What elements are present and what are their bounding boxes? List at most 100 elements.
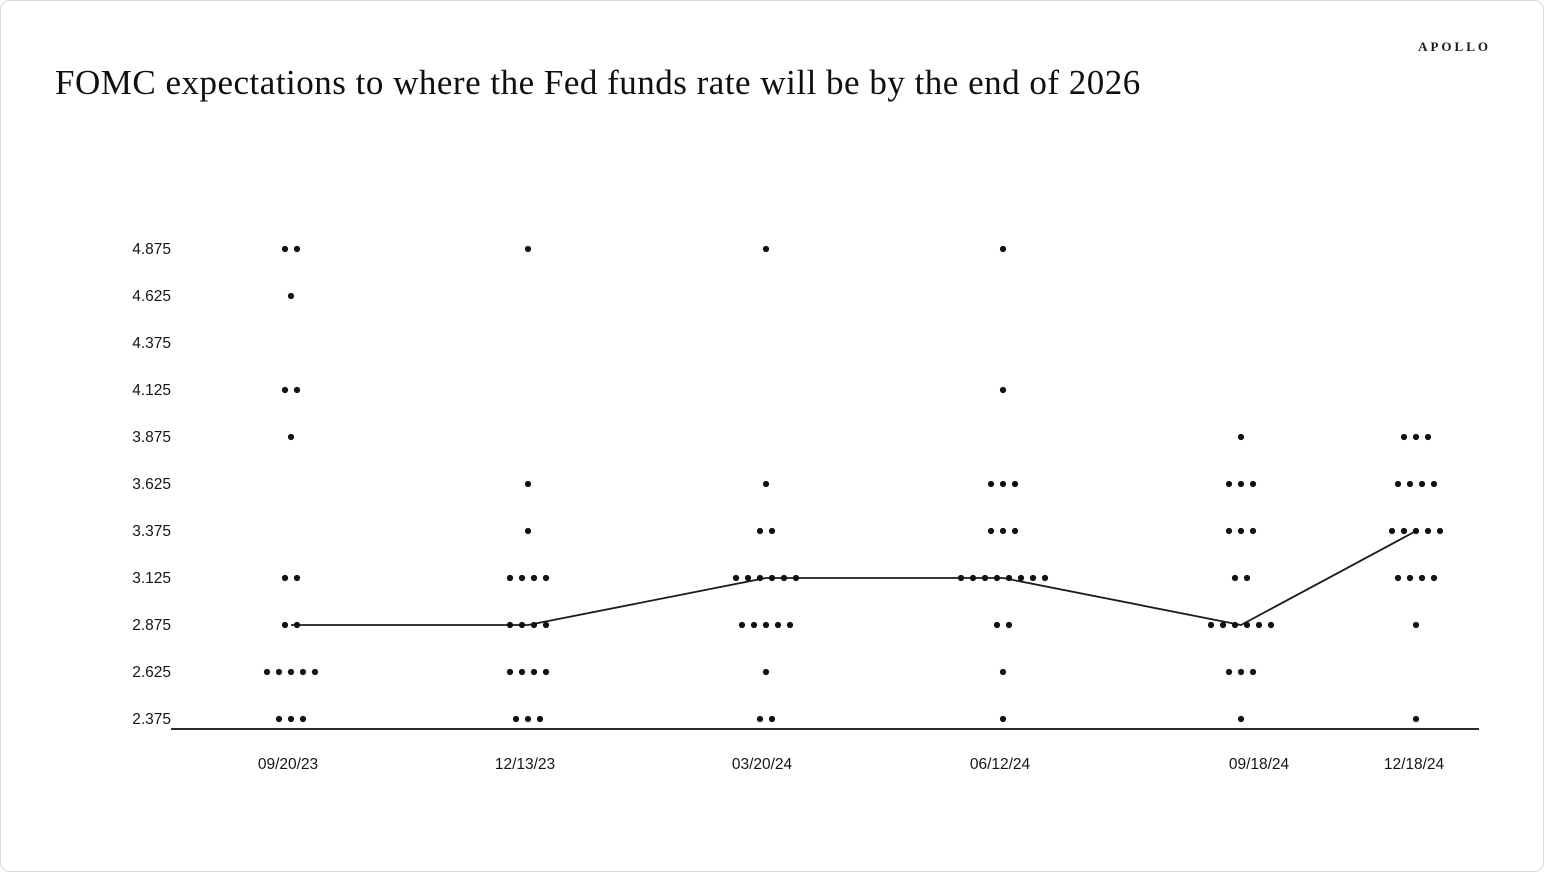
projection-dot	[518, 574, 526, 582]
projection-dot	[311, 668, 319, 676]
projection-dot	[1424, 527, 1432, 535]
projection-dot	[786, 621, 794, 629]
x-tick-label: 09/20/23	[258, 756, 318, 773]
y-tick-label: 4.875	[132, 241, 171, 258]
projection-dot	[1041, 574, 1049, 582]
projection-dot	[1249, 527, 1257, 535]
y-tick-label: 3.875	[132, 429, 171, 446]
projection-dot	[542, 574, 550, 582]
projection-dot	[1005, 621, 1013, 629]
y-tick-label: 2.875	[132, 617, 171, 634]
projection-dot	[1255, 621, 1263, 629]
projection-dot	[762, 245, 770, 253]
projection-dot	[1029, 574, 1037, 582]
projection-dot	[981, 574, 989, 582]
projection-dot	[530, 668, 538, 676]
y-tick-label: 3.125	[132, 570, 171, 587]
x-tick-label: 12/18/24	[1384, 756, 1445, 773]
projection-dot	[293, 245, 301, 253]
projection-dot	[1237, 480, 1245, 488]
projection-dot	[1231, 621, 1239, 629]
projection-dot	[299, 668, 307, 676]
projection-dot	[524, 527, 532, 535]
projection-dot	[287, 715, 295, 723]
projection-dot	[287, 292, 295, 300]
projection-dot	[987, 480, 995, 488]
projection-dot	[512, 715, 520, 723]
projection-dot	[281, 574, 289, 582]
projection-dot	[1430, 480, 1438, 488]
projection-dot	[1207, 621, 1215, 629]
projection-dot	[506, 668, 514, 676]
projection-dot	[281, 245, 289, 253]
projection-dot	[774, 621, 782, 629]
projection-dot	[542, 668, 550, 676]
projection-dot	[1406, 574, 1414, 582]
projection-dot	[999, 245, 1007, 253]
projection-dot	[1243, 621, 1251, 629]
projection-dot	[1237, 527, 1245, 535]
y-tick-label: 4.625	[132, 288, 171, 305]
projection-dot	[999, 668, 1007, 676]
apollo-logo: APOLLO	[1418, 39, 1491, 54]
projection-dot	[287, 433, 295, 441]
projection-dot	[275, 715, 283, 723]
y-tick-label: 3.375	[132, 523, 171, 540]
projection-dot	[524, 715, 532, 723]
x-tick-label: 12/13/23	[495, 756, 555, 773]
y-tick-label: 4.125	[132, 382, 171, 399]
projection-dot	[780, 574, 788, 582]
projection-dot	[281, 621, 289, 629]
projection-dot	[1011, 480, 1019, 488]
projection-dot	[1237, 433, 1245, 441]
y-tick-label: 2.625	[132, 664, 171, 681]
projection-dot	[263, 668, 271, 676]
projection-dot	[762, 621, 770, 629]
projection-dot	[1394, 480, 1402, 488]
projection-dot	[530, 621, 538, 629]
projection-dot	[293, 574, 301, 582]
projection-dot	[1011, 527, 1019, 535]
projection-dot	[1418, 480, 1426, 488]
projection-dot	[524, 480, 532, 488]
projection-dot	[1424, 433, 1432, 441]
projection-dot	[732, 574, 740, 582]
projection-dot	[1219, 621, 1227, 629]
projection-dot	[999, 715, 1007, 723]
projection-dot	[999, 480, 1007, 488]
projection-dot	[287, 668, 295, 676]
median-line	[291, 530, 1417, 626]
page-title: FOMC expectations to where the Fed funds…	[55, 63, 1141, 102]
projection-dot	[1418, 574, 1426, 582]
projection-dot	[1388, 527, 1396, 535]
projection-dot	[1237, 668, 1245, 676]
projection-dot	[293, 386, 301, 394]
projection-dot	[762, 668, 770, 676]
projection-dot	[969, 574, 977, 582]
projection-dot	[987, 527, 995, 535]
projection-dot	[293, 621, 301, 629]
projection-dot	[1430, 574, 1438, 582]
projection-dot	[750, 621, 758, 629]
projection-dot	[738, 621, 746, 629]
projection-dot	[530, 574, 538, 582]
projection-dot	[1412, 715, 1420, 723]
x-tick-label: 09/18/24	[1229, 756, 1290, 773]
projection-dot	[993, 621, 1001, 629]
projection-dot	[1231, 574, 1239, 582]
projection-dot	[1412, 433, 1420, 441]
projection-dot	[1017, 574, 1025, 582]
projection-dot	[768, 715, 776, 723]
projection-dot	[1249, 668, 1257, 676]
projection-dot	[792, 574, 800, 582]
projection-dot	[756, 715, 764, 723]
projection-dot	[542, 621, 550, 629]
projection-dot	[1243, 574, 1251, 582]
projection-dot	[1400, 433, 1408, 441]
projection-dot	[1225, 480, 1233, 488]
projection-dot	[275, 668, 283, 676]
projection-dot	[1394, 574, 1402, 582]
projection-dot	[762, 480, 770, 488]
projection-dot	[993, 574, 1001, 582]
